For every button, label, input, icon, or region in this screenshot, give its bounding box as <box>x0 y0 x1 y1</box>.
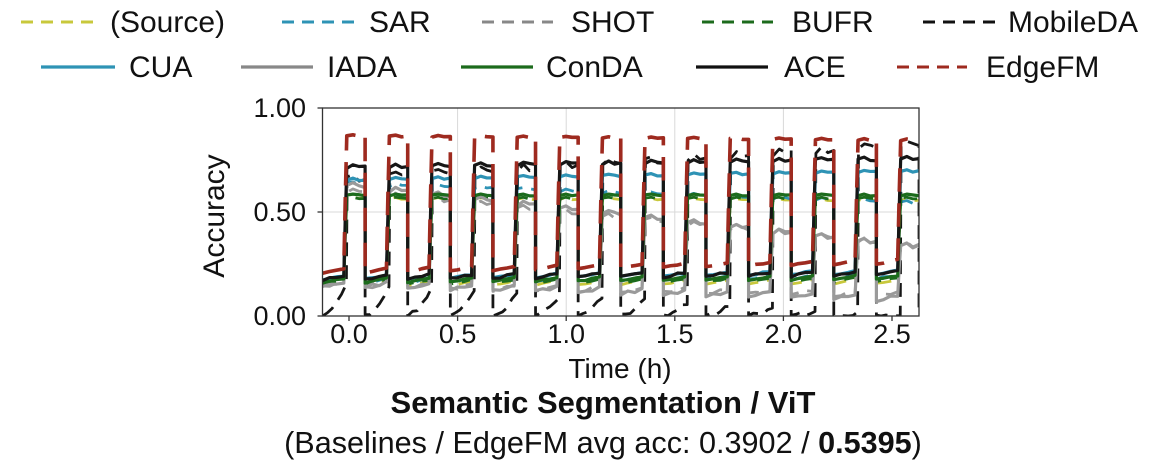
svg-text:(Baselines / EdgeFM avg acc: 0: (Baselines / EdgeFM avg acc: 0.3902 / 0.… <box>284 426 922 460</box>
svg-text:Time (h): Time (h) <box>568 353 671 384</box>
svg-text:2.0: 2.0 <box>765 319 803 349</box>
svg-text:0.0: 0.0 <box>330 319 368 349</box>
svg-text:1.00: 1.00 <box>253 93 306 123</box>
svg-text:1.0: 1.0 <box>547 319 585 349</box>
svg-text:0.00: 0.00 <box>253 301 306 331</box>
svg-text:0.50: 0.50 <box>253 197 306 227</box>
svg-text:0.5: 0.5 <box>439 319 477 349</box>
svg-text:1.5: 1.5 <box>656 319 694 349</box>
svg-text:2.5: 2.5 <box>873 319 911 349</box>
svg-text:Accuracy: Accuracy <box>198 154 231 277</box>
svg-text:Semantic Segmentation / ViT: Semantic Segmentation / ViT <box>391 385 816 420</box>
